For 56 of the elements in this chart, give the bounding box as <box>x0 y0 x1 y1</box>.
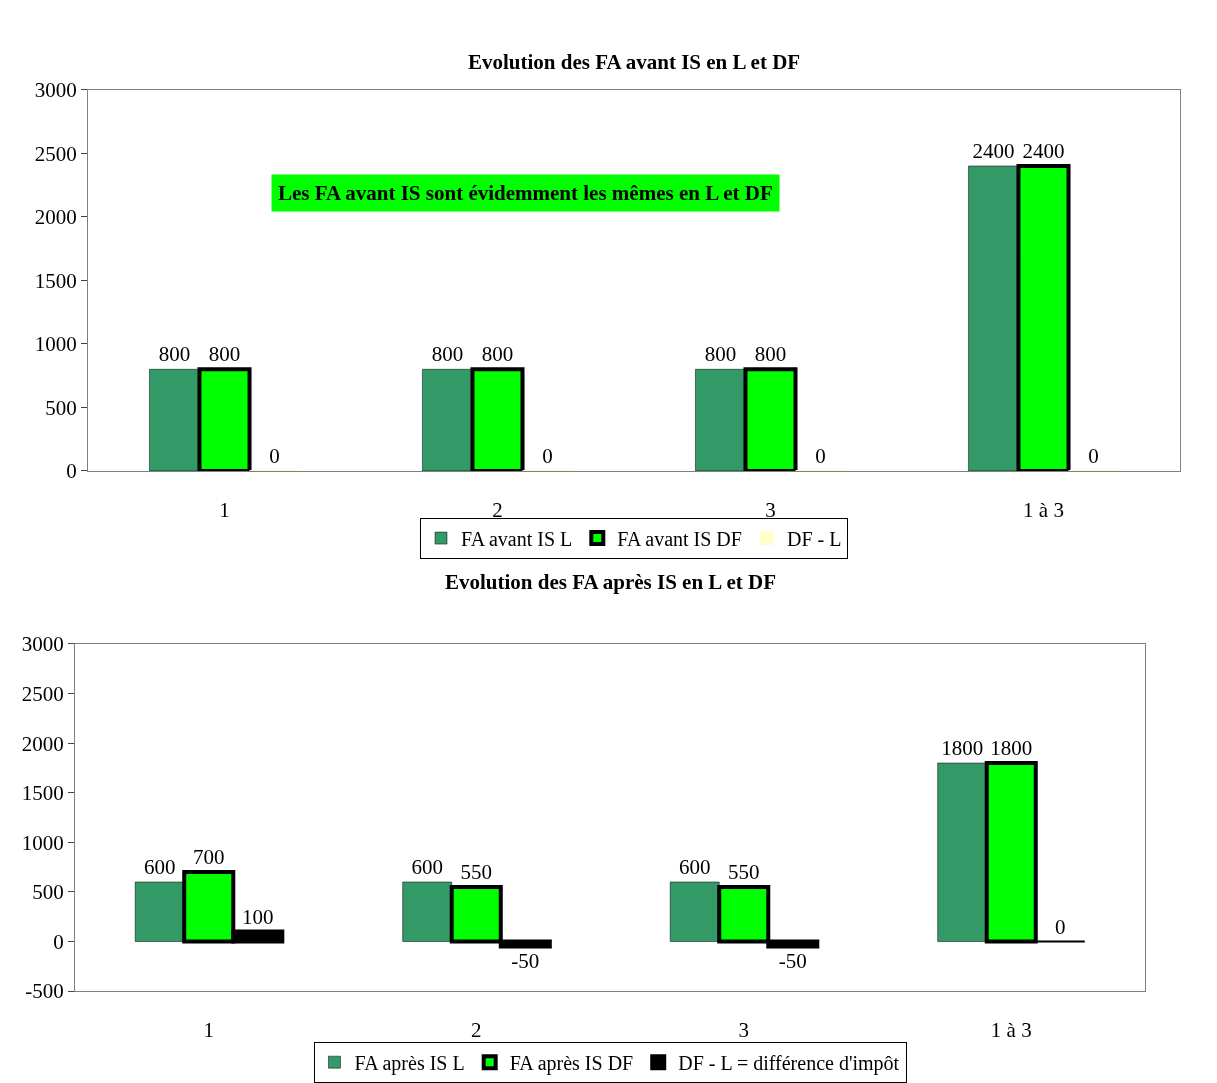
x-tick-label: 2 <box>492 498 503 523</box>
y-tick-label: 3000 <box>21 632 64 657</box>
data-label: 800 <box>704 342 737 367</box>
data-label: 600 <box>678 855 711 880</box>
y-tick-label: 1000 <box>34 332 77 357</box>
data-label: 800 <box>481 342 514 367</box>
data-label: 600 <box>143 855 176 880</box>
x-tick-label: 2 <box>471 1018 482 1043</box>
y-tick-label: 2000 <box>21 731 64 756</box>
legend-label: FA avant IS L <box>461 527 573 550</box>
data-label: 0 <box>1055 914 1066 939</box>
data-label: 1800 <box>990 736 1033 760</box>
legend-label: DF - L <box>786 527 842 550</box>
y-tick-label: 2000 <box>34 205 77 230</box>
data-label: -50 <box>778 949 807 974</box>
x-tick-label: 3 <box>738 1018 749 1043</box>
data-label: 800 <box>431 342 464 367</box>
y-tick-label: 500 <box>45 395 77 420</box>
x-tick-label: 1 <box>203 1018 214 1043</box>
legend-label: FA avant IS DF <box>617 527 742 550</box>
data-label: 800 <box>158 342 191 367</box>
y-tick-label: 500 <box>32 880 64 905</box>
data-label: 0 <box>1088 443 1099 468</box>
data-label: 800 <box>754 342 787 367</box>
chart-title: Evolution des FA après IS en L et DF <box>445 570 776 594</box>
data-label: 2400 <box>1022 139 1065 164</box>
y-tick-label: 2500 <box>21 681 64 706</box>
legend-label: DF - L = différence d'impôt <box>678 1051 900 1075</box>
x-tick-label: 1 à 3 <box>1023 498 1064 523</box>
data-label: 600 <box>411 855 443 880</box>
x-tick-label: 3 <box>765 498 776 523</box>
data-label: 2400 <box>972 139 1015 164</box>
y-tick-label: -500 <box>25 979 64 1004</box>
data-label: 0 <box>815 443 826 468</box>
data-label: 100 <box>242 904 274 929</box>
y-tick-label: 3000 <box>34 78 77 103</box>
chart-title: Evolution des FA avant IS en L et DF <box>468 50 801 74</box>
y-tick-label: 0 <box>66 459 77 484</box>
data-label: -50 <box>511 949 540 974</box>
y-tick-label: 1500 <box>21 781 64 806</box>
y-tick-label: 1000 <box>21 830 64 855</box>
data-label: 700 <box>193 845 225 870</box>
y-tick-label: 2500 <box>34 141 77 166</box>
data-label: 550 <box>728 859 760 884</box>
y-tick-label: 0 <box>53 929 64 954</box>
legend-label: FA après IS L <box>354 1051 465 1075</box>
data-label: 800 <box>208 342 241 367</box>
x-tick-label: 1 à 3 <box>990 1018 1032 1043</box>
data-label: 0 <box>269 443 280 468</box>
x-tick-label: 1 <box>219 498 230 523</box>
y-tick-label: 1500 <box>34 268 77 293</box>
annotation: Les FA avant IS sont évidemment les mêmes en L et DF <box>278 181 773 205</box>
data-label: 0 <box>542 443 553 468</box>
data-label: 1800 <box>941 736 984 760</box>
data-label: 550 <box>460 859 492 884</box>
legend-label: FA après IS DF <box>509 1051 634 1075</box>
